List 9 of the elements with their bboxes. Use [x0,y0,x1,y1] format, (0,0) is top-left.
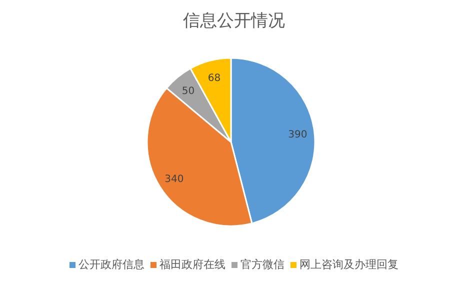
legend-label: 公开政府信息 [78,258,144,271]
data-label: 390 [288,130,308,141]
data-label: 50 [182,86,195,98]
legend-label: 官方微信 [240,258,284,271]
data-label: 340 [164,174,184,185]
legend-label: 福田政府在线 [160,258,226,271]
data-label: 68 [208,72,221,84]
chart-title: 信息公开情况 [183,11,285,31]
legend-label: 网上咨询及办理回复 [300,258,398,271]
